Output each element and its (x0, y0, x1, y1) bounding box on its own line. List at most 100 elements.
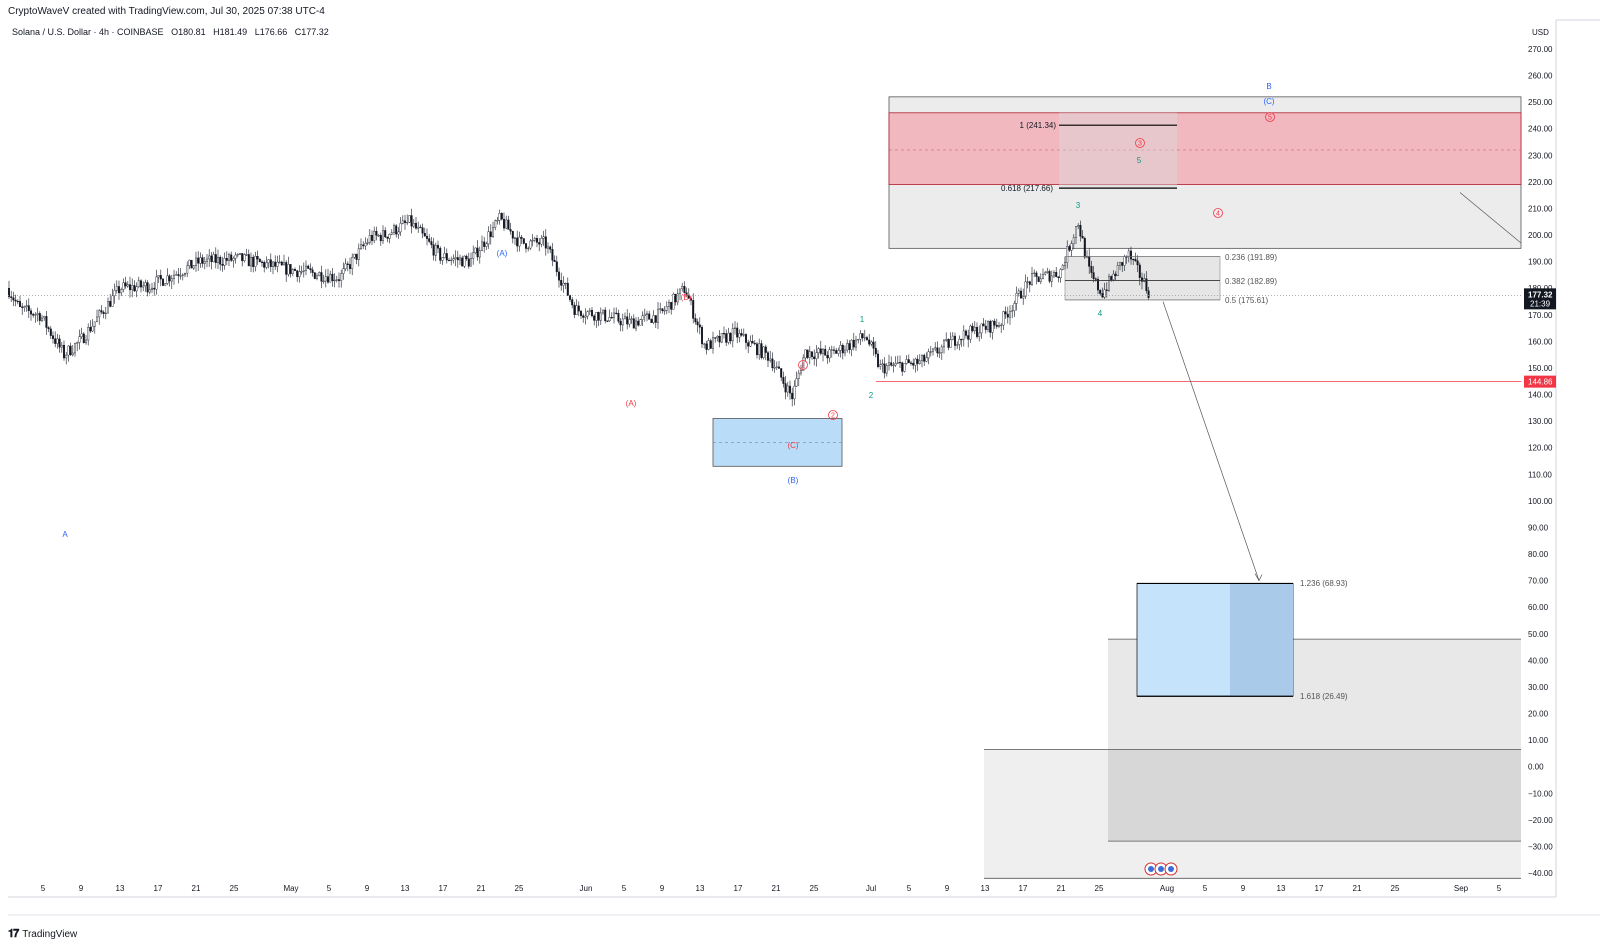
candle-body (256, 256, 259, 260)
candle-body (725, 333, 728, 343)
candle-body (861, 333, 864, 339)
dark-gray-zone (1108, 749, 1521, 842)
candle-body (375, 230, 378, 236)
candle-body (1127, 250, 1130, 257)
candle-body (232, 258, 235, 261)
candle-body (465, 255, 468, 260)
fib-0236-label: 0.236 (191.89) (1225, 253, 1277, 262)
candle-body (934, 347, 937, 350)
price-tick: 110.00 (1528, 470, 1552, 479)
price-tick: 270.00 (1528, 45, 1553, 54)
candle-body (734, 327, 737, 329)
candle-body (874, 348, 877, 355)
candle-body (674, 293, 677, 303)
price-axis: USD 270.00 260.00 250.00 240.00 230.00 220.00 2… (1524, 28, 1556, 878)
candle-body (703, 343, 706, 345)
candle-body (419, 226, 422, 229)
candle-body (597, 312, 600, 321)
candle-body (984, 325, 987, 330)
candle-body (844, 349, 847, 354)
candle-body (34, 314, 37, 316)
candle-body (1028, 281, 1031, 285)
candle-body (507, 219, 510, 230)
candle-body (60, 344, 63, 348)
candle-body (452, 258, 455, 261)
candle-body (263, 261, 266, 268)
candle-body (1103, 289, 1106, 298)
candle-body (219, 257, 222, 265)
candle-body (274, 261, 277, 267)
time-tick: 25 (810, 884, 819, 893)
time-tick: 13 (981, 884, 990, 893)
ohlc-low: L176.66 (254, 27, 288, 37)
candle-body (1074, 226, 1077, 238)
tradingview-logo[interactable]: 𝟏𝟕 TradingView (8, 928, 77, 941)
candle-body (423, 232, 426, 237)
candle-body (668, 302, 671, 307)
candle-body (1055, 272, 1058, 277)
candle-body (575, 305, 578, 315)
candle-body (531, 239, 534, 242)
candle-body (21, 306, 24, 308)
wave-4-label: 4 (1098, 309, 1103, 318)
candle-body (690, 298, 693, 301)
time-tick: 9 (79, 884, 84, 893)
candle-body (106, 301, 109, 314)
candle-body (298, 271, 301, 278)
candle-body (445, 253, 448, 261)
candle-body (687, 295, 690, 299)
candle-body (569, 295, 572, 300)
candle-body (230, 254, 233, 261)
candle-body (912, 362, 915, 366)
candle-body (976, 326, 979, 337)
candle-body (549, 246, 552, 250)
symbol-legend: Solana / U.S. Dollar · 4h · COINBASE O18… (12, 27, 334, 37)
candle-body (1112, 273, 1115, 280)
candle-body (1022, 296, 1025, 299)
candle-body (921, 354, 924, 362)
candle-body (883, 363, 886, 374)
candle-body (23, 306, 26, 308)
candle-body (98, 310, 101, 318)
candle-body (371, 235, 374, 241)
bar-countdown: 21:39 (1530, 299, 1551, 308)
symbol-name[interactable]: Solana / U.S. Dollar · 4h · COINBASE (12, 27, 164, 37)
candle-body (857, 339, 860, 341)
candle-body (965, 330, 968, 336)
candle-body (126, 284, 129, 287)
candle-body (351, 256, 354, 269)
candle-body (1134, 259, 1137, 261)
candle-body (707, 340, 710, 350)
candle-body (155, 276, 158, 290)
candle-body (848, 343, 851, 350)
candle-body (929, 351, 932, 353)
candle-body (993, 320, 996, 326)
candle-body (399, 223, 402, 233)
candle-body (430, 241, 433, 245)
candle-body (525, 243, 528, 249)
time-tick: 9 (365, 884, 370, 893)
candle-body (624, 316, 627, 320)
candle-body (899, 361, 902, 364)
candle-body (1088, 256, 1091, 267)
fib-1618-label: 1.618 (26.49) (1300, 692, 1348, 701)
candle-body (1002, 311, 1005, 326)
candle-body (1123, 256, 1126, 266)
candle-body (1118, 262, 1121, 266)
candle-body (714, 337, 717, 339)
candle-body (960, 338, 963, 341)
candle-body (892, 364, 895, 367)
candle-body (382, 230, 385, 242)
candle-body (164, 283, 167, 286)
time-tick: 17 (1315, 884, 1324, 893)
candle-body (1129, 250, 1132, 260)
wave-c-top-label: (C) (1263, 97, 1274, 106)
wave-1-label: 1 (860, 315, 865, 324)
candle-body (536, 238, 539, 243)
candle-body (197, 257, 200, 264)
time-tick: Jun (580, 884, 593, 893)
candle-body (580, 310, 583, 316)
fib-0382-label: 0.382 (182.89) (1225, 277, 1277, 286)
candle-body (738, 333, 741, 338)
